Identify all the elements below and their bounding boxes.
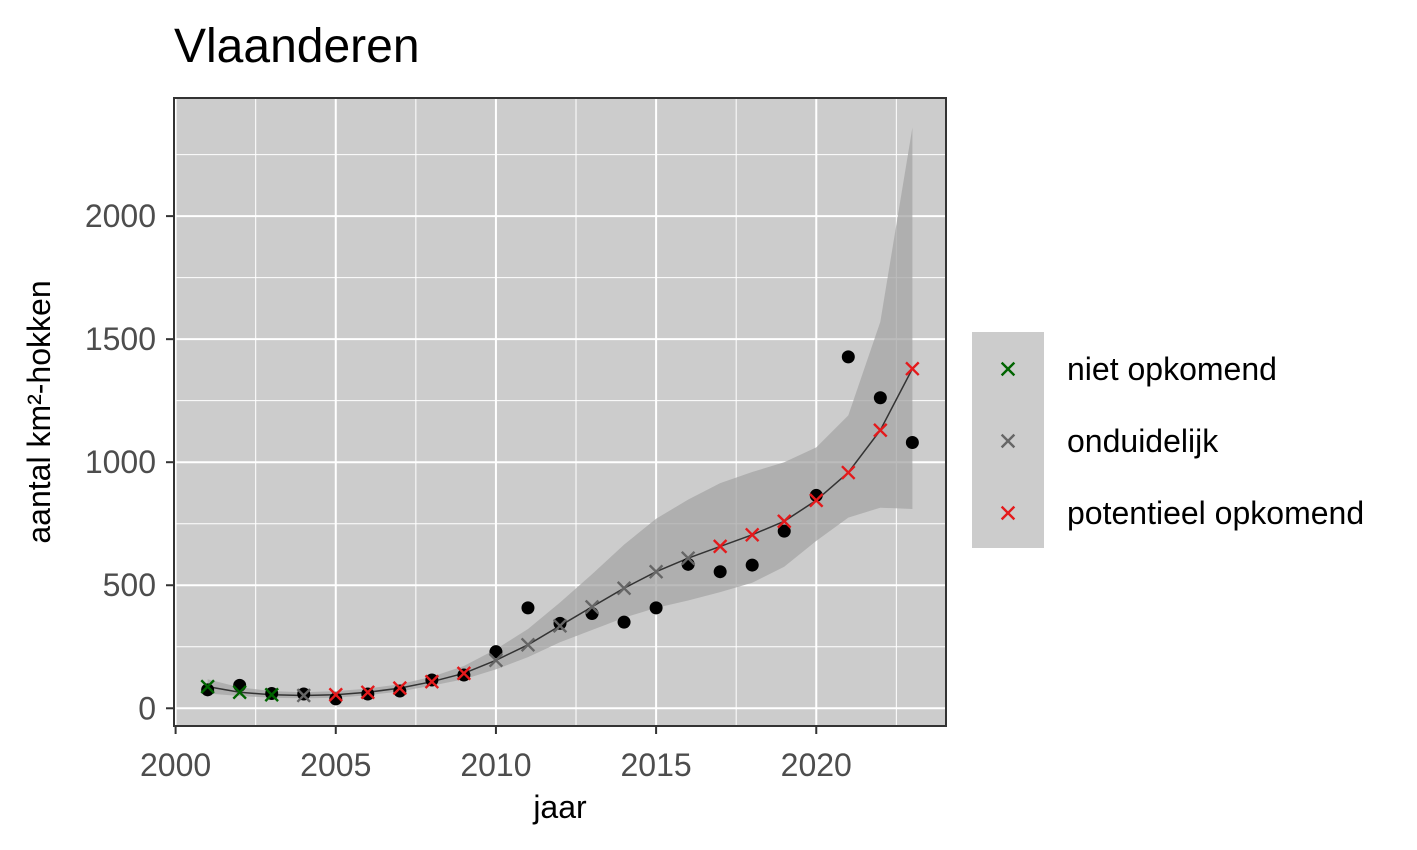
legend-marker [1000, 433, 1016, 449]
data-point [233, 678, 247, 692]
data-point [489, 645, 503, 659]
y-tick-label: 1500 [85, 321, 156, 357]
y-tick-label: 500 [103, 567, 156, 603]
data-point [745, 558, 759, 572]
data-point [425, 673, 439, 687]
data-point [201, 683, 215, 697]
trend-marker [809, 493, 824, 508]
trend-marker [648, 564, 664, 579]
x-tick-label: 2020 [781, 747, 852, 783]
data-point [777, 524, 791, 538]
trend-marker [392, 680, 408, 696]
classified-markers [200, 361, 920, 703]
data-point [329, 692, 343, 706]
trend-marker [616, 580, 632, 596]
trend-marker [873, 423, 888, 438]
trend-marker [200, 679, 215, 694]
trend-marker [841, 465, 856, 480]
y-axis: 0 500 1000 1500 2000 [85, 198, 174, 726]
trend-marker [488, 653, 504, 668]
data-point [553, 616, 567, 630]
legend-marker [1000, 361, 1016, 377]
y-axis-label: aantal km²-hokken [21, 280, 57, 543]
y-tick-label: 1000 [85, 444, 156, 480]
trend-marker [552, 618, 568, 634]
chart-title: Vlaanderen [174, 20, 420, 73]
y-tick-label: 0 [138, 690, 156, 726]
x-tick-label: 2005 [300, 747, 371, 783]
trend-marker [232, 685, 247, 700]
legend: niet opkomend onduidelijk potentieel opkom… [972, 332, 1364, 548]
data-point [841, 350, 855, 364]
x-axis-label: jaar [532, 789, 587, 825]
data-point [393, 684, 407, 698]
confidence-ribbon [207, 127, 913, 699]
legend-marker [1000, 505, 1016, 521]
data-point [457, 668, 471, 682]
legend-label: potentieel opkomend [1067, 495, 1364, 531]
data-point [713, 565, 727, 579]
trend-marker [905, 361, 920, 376]
data-point [521, 601, 535, 615]
x-tick-label: 2010 [460, 747, 531, 783]
trend-marker [520, 637, 536, 652]
legend-label: onduidelijk [1067, 423, 1219, 459]
data-point [617, 615, 631, 629]
data-point [585, 607, 599, 621]
x-axis: 2000 2005 2010 2015 2020 [140, 726, 852, 783]
data-point [873, 391, 887, 405]
trend-marker [328, 687, 343, 702]
legend-label: niet opkomend [1067, 351, 1277, 387]
data-point [649, 601, 663, 615]
trend-marker [777, 514, 792, 529]
trend-marker [264, 687, 279, 702]
trend-marker [360, 685, 375, 700]
data-point [361, 687, 375, 701]
trend-marker [712, 539, 728, 554]
x-tick-label: 2015 [621, 747, 692, 783]
trend-marker [584, 599, 600, 615]
data-point [905, 436, 919, 450]
trend-marker [424, 674, 440, 689]
trend-marker [745, 527, 760, 542]
plot-border [173, 97, 947, 727]
trend-marker [680, 550, 696, 566]
x-tick-label: 2000 [140, 747, 211, 783]
trend-marker [456, 666, 472, 681]
trend-marker [296, 688, 311, 703]
y-tick-label: 2000 [85, 198, 156, 234]
